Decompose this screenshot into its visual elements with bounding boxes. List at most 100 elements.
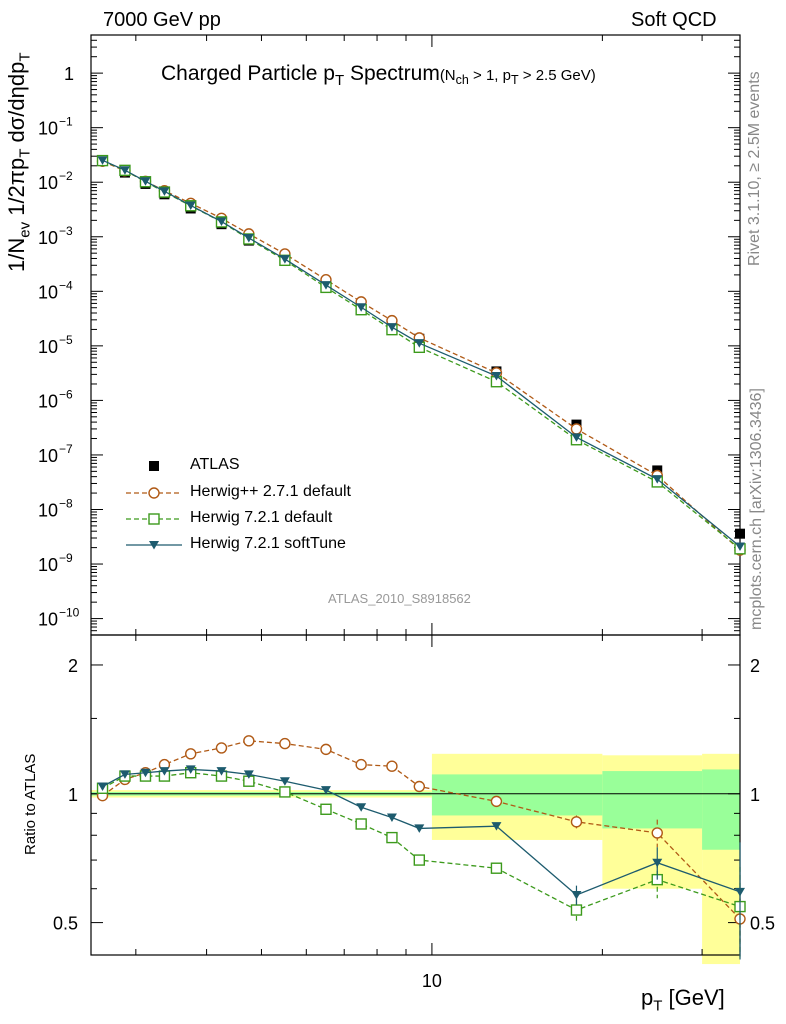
data-point bbox=[355, 758, 367, 771]
x-tick-label: 10 bbox=[422, 971, 442, 991]
y-tick-label: 1 bbox=[68, 785, 78, 805]
y-tick-exponent: −7 bbox=[59, 442, 73, 456]
data-point bbox=[356, 303, 367, 312]
data-point bbox=[490, 795, 503, 808]
data-point bbox=[570, 423, 583, 435]
data-point bbox=[386, 760, 398, 772]
y-tick-label: 10 bbox=[38, 500, 58, 520]
y-tick-label: 10 bbox=[38, 337, 58, 357]
data-point bbox=[148, 513, 160, 525]
y-tick-label: 10 bbox=[38, 446, 58, 466]
y-tick-exponent: −8 bbox=[59, 496, 73, 510]
data-point bbox=[148, 487, 160, 499]
y-tick-label: 10 bbox=[38, 173, 58, 193]
y-tick-label-right: 2 bbox=[750, 656, 760, 676]
x-axis-title: pT [GeV] bbox=[641, 985, 725, 1015]
y-tick-exponent: −5 bbox=[59, 333, 73, 347]
y-tick-label: 10 bbox=[38, 610, 58, 630]
y-tick-label: 10 bbox=[38, 282, 58, 302]
data-point bbox=[491, 822, 502, 831]
data-point bbox=[571, 891, 582, 900]
y-tick-label: 10 bbox=[38, 228, 58, 248]
data-point bbox=[386, 831, 398, 844]
data-point bbox=[356, 803, 367, 812]
data-point bbox=[159, 767, 170, 776]
data-point bbox=[185, 201, 196, 210]
ratio-series-line bbox=[102, 768, 741, 896]
data-point bbox=[735, 528, 745, 539]
data-point bbox=[243, 233, 254, 243]
data-point bbox=[490, 862, 503, 874]
data-point bbox=[651, 827, 663, 839]
data-point bbox=[355, 818, 367, 830]
y-tick-label: 10 bbox=[38, 391, 58, 411]
data-point bbox=[97, 156, 108, 165]
data-point bbox=[571, 433, 582, 442]
series-line bbox=[102, 159, 741, 547]
data-point bbox=[140, 768, 151, 778]
data-point bbox=[243, 735, 255, 747]
uncertainty-band-stat bbox=[702, 769, 740, 850]
legend-entry-label: Herwig 7.2.1 softTune bbox=[190, 535, 346, 552]
data-point bbox=[652, 475, 663, 484]
y-tick-exponent: −6 bbox=[59, 387, 73, 401]
data-point bbox=[159, 187, 170, 196]
data-point bbox=[119, 770, 130, 779]
ratio-series-line bbox=[102, 740, 741, 920]
data-point bbox=[570, 816, 583, 828]
data-point bbox=[320, 786, 331, 795]
data-point bbox=[216, 767, 227, 776]
legend-entry-label: ATLAS bbox=[190, 456, 240, 473]
y-tick-exponent: −4 bbox=[59, 278, 73, 292]
ratio-series-line bbox=[102, 772, 741, 911]
chart-title: Charged Particle pT Spectrum(Nch > 1, pT… bbox=[161, 62, 596, 90]
data-point bbox=[652, 858, 663, 868]
data-point bbox=[279, 777, 290, 786]
data-point bbox=[119, 166, 130, 175]
analysis-id: ATLAS_2010_S8918562 bbox=[328, 591, 471, 606]
data-point bbox=[243, 770, 254, 779]
data-point bbox=[320, 281, 331, 290]
legend-entry-label: Herwig++ 2.7.1 default bbox=[190, 483, 351, 500]
y-tick-label-right: 0.5 bbox=[750, 914, 775, 934]
y-tick-exponent: −2 bbox=[59, 169, 73, 183]
y-tick-label: 10 bbox=[38, 119, 58, 139]
data-point bbox=[414, 824, 425, 833]
y-tick-label-right: 1 bbox=[750, 785, 760, 805]
uncertainty-band-stat bbox=[431, 774, 603, 816]
y-tick-label: 0.5 bbox=[53, 914, 78, 934]
data-point bbox=[215, 742, 228, 754]
y-tick-exponent: −1 bbox=[59, 115, 73, 129]
category-label: Soft QCD bbox=[631, 9, 717, 31]
data-point bbox=[185, 765, 196, 774]
data-point bbox=[735, 887, 745, 897]
ratio-plot-frame bbox=[90, 634, 741, 956]
data-point bbox=[413, 854, 426, 866]
data-point bbox=[491, 372, 502, 381]
data-point bbox=[279, 786, 291, 798]
data-point bbox=[386, 323, 397, 332]
legend-entry-label: Herwig 7.2.1 default bbox=[190, 509, 333, 526]
data-point bbox=[185, 748, 197, 760]
y-tick-exponent: −9 bbox=[59, 551, 73, 565]
y-tick-label: 1 bbox=[64, 64, 74, 84]
data-point bbox=[216, 217, 227, 227]
data-point bbox=[279, 255, 290, 264]
mcplots-label: mcplots.cern.ch [arXiv:1306.3436] bbox=[748, 388, 765, 630]
data-point bbox=[149, 541, 159, 550]
data-point bbox=[140, 177, 151, 186]
y-tick-exponent: −3 bbox=[59, 224, 73, 238]
data-point bbox=[414, 339, 425, 348]
data-point bbox=[386, 813, 397, 823]
y-tick-label: 2 bbox=[68, 656, 78, 676]
ratio-plot: 10 0.5 0.5 1 1 2 2 bbox=[53, 634, 775, 991]
energy-label: 7000 GeV pp bbox=[103, 9, 221, 31]
data-point bbox=[413, 780, 426, 793]
rivet-label: Rivet 3.1.10, ≥ 2.5M events bbox=[746, 71, 763, 266]
data-point bbox=[320, 803, 332, 815]
data-point bbox=[735, 542, 745, 551]
data-point bbox=[320, 743, 332, 756]
data-point bbox=[279, 737, 291, 750]
